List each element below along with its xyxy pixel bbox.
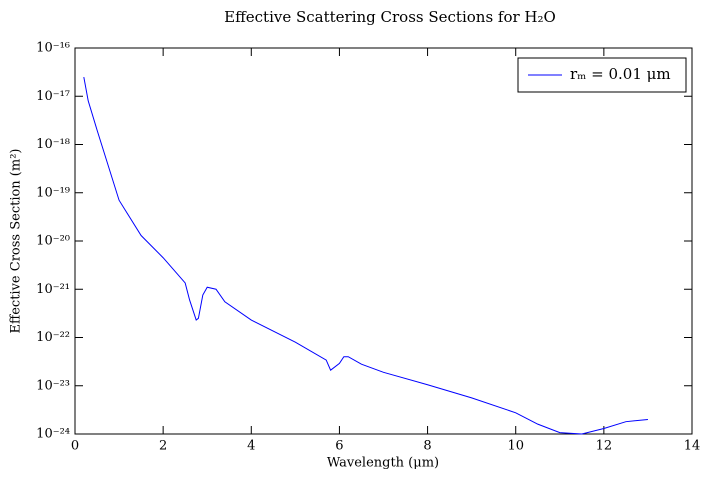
x-tick-label: 2: [159, 439, 167, 454]
x-tick-label: 12: [596, 439, 613, 454]
legend-label: rₘ = 0.01 μm: [570, 65, 671, 83]
x-tick-label: 6: [335, 439, 343, 454]
y-tick-label: 10⁻²⁴: [36, 427, 70, 442]
chart-title: Effective Scattering Cross Sections for …: [224, 8, 556, 26]
y-tick-label: 10⁻¹⁸: [36, 137, 70, 152]
y-tick-label: 10⁻²⁰: [36, 234, 70, 249]
y-tick-label: 10⁻¹⁶: [36, 41, 70, 56]
line-series: [83, 76, 648, 435]
y-axis-label: Effective Cross Section (m²): [9, 149, 24, 334]
y-tick-label: 10⁻²³: [36, 378, 70, 393]
x-tick-label: 4: [247, 439, 255, 454]
x-axis-label: Wavelength (μm): [327, 456, 439, 471]
y-tick-label: 10⁻²¹: [36, 282, 70, 297]
x-tick-label: 10: [507, 439, 524, 454]
x-tick-label: 8: [423, 439, 431, 454]
y-tick-label: 10⁻¹⁷: [36, 89, 70, 104]
plot-frame: [74, 47, 693, 435]
y-tick-label: 10⁻²²: [36, 330, 70, 345]
x-tick-label: 0: [71, 439, 79, 454]
x-tick-label: 14: [684, 439, 701, 454]
y-tick-label: 10⁻¹⁹: [36, 185, 70, 200]
